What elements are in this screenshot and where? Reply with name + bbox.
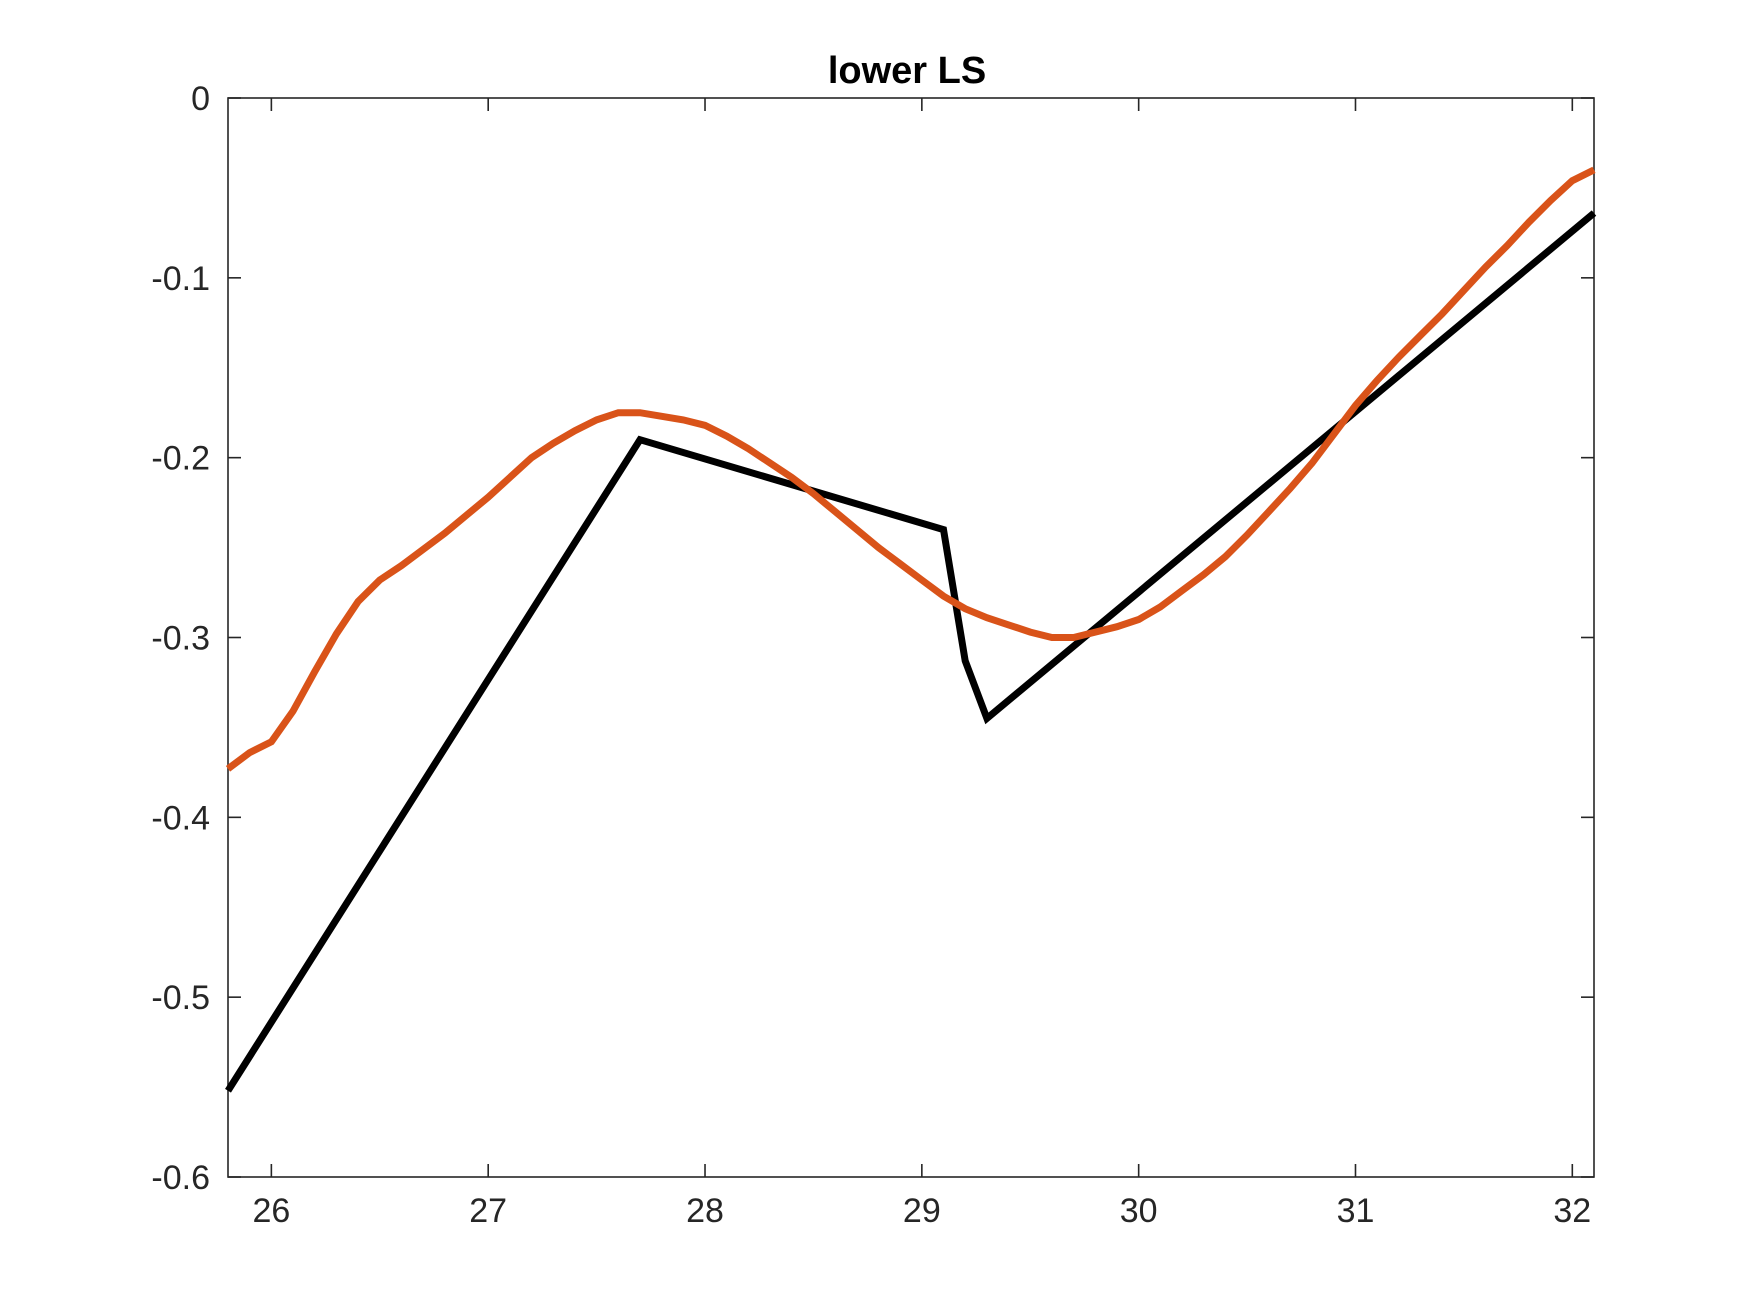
y-tick-label: -0.1 bbox=[151, 260, 210, 298]
series-line-1 bbox=[225, 210, 1597, 1093]
x-tick-label: 29 bbox=[903, 1192, 941, 1230]
x-tick-label: 28 bbox=[686, 1192, 724, 1230]
x-tick-label: 26 bbox=[252, 1192, 290, 1230]
chart-title: lower LS bbox=[828, 50, 986, 92]
series-line-2 bbox=[225, 166, 1596, 772]
y-tick-label: -0.6 bbox=[151, 1159, 210, 1197]
y-tick-label: -0.2 bbox=[151, 440, 210, 478]
x-tick-label: 32 bbox=[1553, 1192, 1591, 1230]
x-tick-label: 30 bbox=[1120, 1192, 1158, 1230]
axes-box bbox=[227, 97, 1595, 1178]
x-tick-label: 31 bbox=[1337, 1192, 1375, 1230]
y-tick-label: -0.3 bbox=[151, 620, 210, 658]
x-tick-label: 27 bbox=[469, 1192, 507, 1230]
y-tick-label: -0.5 bbox=[151, 979, 210, 1017]
plot-area: 26 27 28 29 30 31 32 0 -0.1 -0.2 -0.3 -0.4 -0.5 -0.6 bbox=[151, 80, 1597, 1230]
y-tick-label: 0 bbox=[191, 80, 210, 118]
y-tick-label: -0.4 bbox=[151, 799, 210, 837]
